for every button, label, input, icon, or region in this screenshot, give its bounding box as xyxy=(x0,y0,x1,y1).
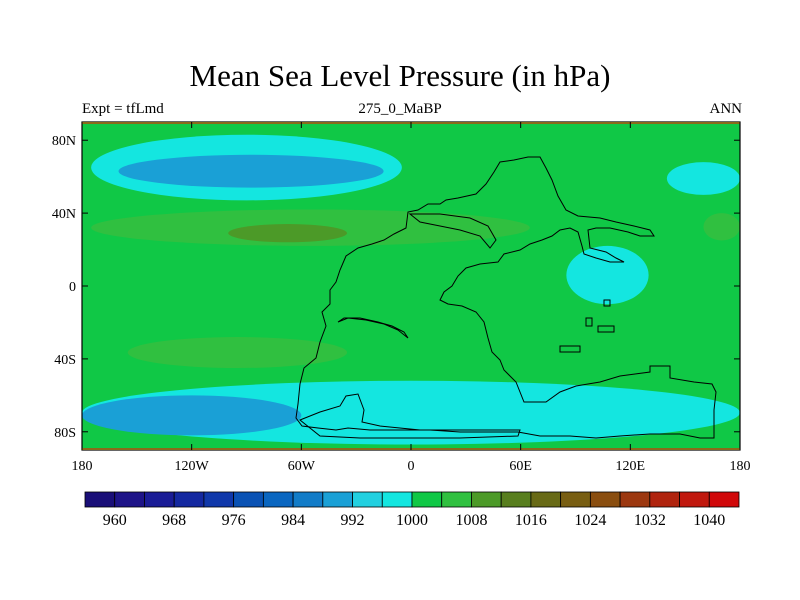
colorbar-swatch xyxy=(708,491,740,508)
colorbar-swatch xyxy=(500,491,532,508)
northern-margin xyxy=(408,213,497,249)
y-tick-label: 40N xyxy=(52,207,76,222)
colorbar-label: 1016 xyxy=(515,512,547,529)
colorbar-swatch xyxy=(589,491,621,508)
colorbar-label: 968 xyxy=(162,512,186,529)
contour-subtropical-high-east xyxy=(703,213,740,241)
map-title: Mean Sea Level Pressure (in hPa) xyxy=(189,58,611,93)
colorbar-swatch xyxy=(203,491,235,508)
period-label: 275_0_MaBP xyxy=(358,101,442,117)
colorbar-swatch xyxy=(679,491,710,508)
colorbar-label: 960 xyxy=(103,512,127,529)
continent-outlines xyxy=(295,156,717,439)
colorbar-swatch xyxy=(322,491,353,508)
x-tick-label: 180 xyxy=(730,459,751,474)
contour-northern-low-core xyxy=(118,154,384,188)
colorbar-swatch xyxy=(262,491,294,508)
y-tick-label: 80S xyxy=(54,426,76,441)
contour-subtropical-high-north-core xyxy=(228,224,348,243)
contour-subtropical-high-south xyxy=(127,337,348,368)
colorbar-swatch xyxy=(173,491,205,508)
contour-monsoon-low xyxy=(566,245,649,305)
map-axes: 180 120W 60W 0 60E 120E 180 80N 40N 0 40S 80S xyxy=(52,122,751,474)
colorbar-swatch xyxy=(233,491,264,508)
x-tick-label: 120W xyxy=(175,459,210,474)
colorbar: 960 968 976 984 992 1000 1008 1016 1024 1032 1040 xyxy=(84,491,740,529)
colorbar-swatch xyxy=(441,491,472,508)
colorbar-swatch xyxy=(292,491,324,508)
colorbar-label: 1032 xyxy=(634,512,666,529)
y-tick-label: 80N xyxy=(52,134,76,149)
experiment-label: Expt = tfLmd xyxy=(82,101,164,117)
colorbar-swatch xyxy=(114,491,145,508)
colorbar-swatch xyxy=(411,491,443,508)
colorbar-label: 1008 xyxy=(455,512,487,529)
colorbar-swatch xyxy=(144,491,175,508)
x-tick-label: 0 xyxy=(408,459,415,474)
colorbar-swatch xyxy=(381,491,413,508)
colorbar-swatch xyxy=(560,491,591,508)
colorbar-swatch xyxy=(352,491,383,508)
x-tick-label: 180 xyxy=(72,459,93,474)
y-tick-label: 0 xyxy=(69,280,76,295)
pressure-contours xyxy=(82,134,740,445)
colorbar-swatch xyxy=(649,491,680,508)
colorbar-swatch xyxy=(530,491,562,508)
colorbar-label: 1040 xyxy=(693,512,725,529)
colorbar-label: 992 xyxy=(341,512,365,529)
colorbar-label: 984 xyxy=(281,512,305,529)
contour-southern-low-core xyxy=(82,395,302,436)
pangaea-inner-margin xyxy=(337,317,409,339)
antarctic-margin xyxy=(299,393,521,439)
tethys-islands xyxy=(559,299,615,353)
colorbar-swatch xyxy=(84,491,116,508)
season-label: ANN xyxy=(709,101,743,117)
colorbar-label: 976 xyxy=(222,512,246,529)
plot-area xyxy=(82,122,740,450)
contour-northern-low-east xyxy=(666,162,740,195)
colorbar-swatch xyxy=(619,491,651,508)
colorbar-label: 1000 xyxy=(396,512,428,529)
x-tick-label: 60E xyxy=(509,459,532,474)
colorbar-swatch xyxy=(471,491,502,508)
x-tick-label: 120E xyxy=(616,459,646,474)
pangaea-coastline xyxy=(295,156,717,439)
y-tick-label: 40S xyxy=(54,353,76,368)
x-tick-label: 60W xyxy=(288,459,316,474)
colorbar-label: 1024 xyxy=(574,512,606,529)
